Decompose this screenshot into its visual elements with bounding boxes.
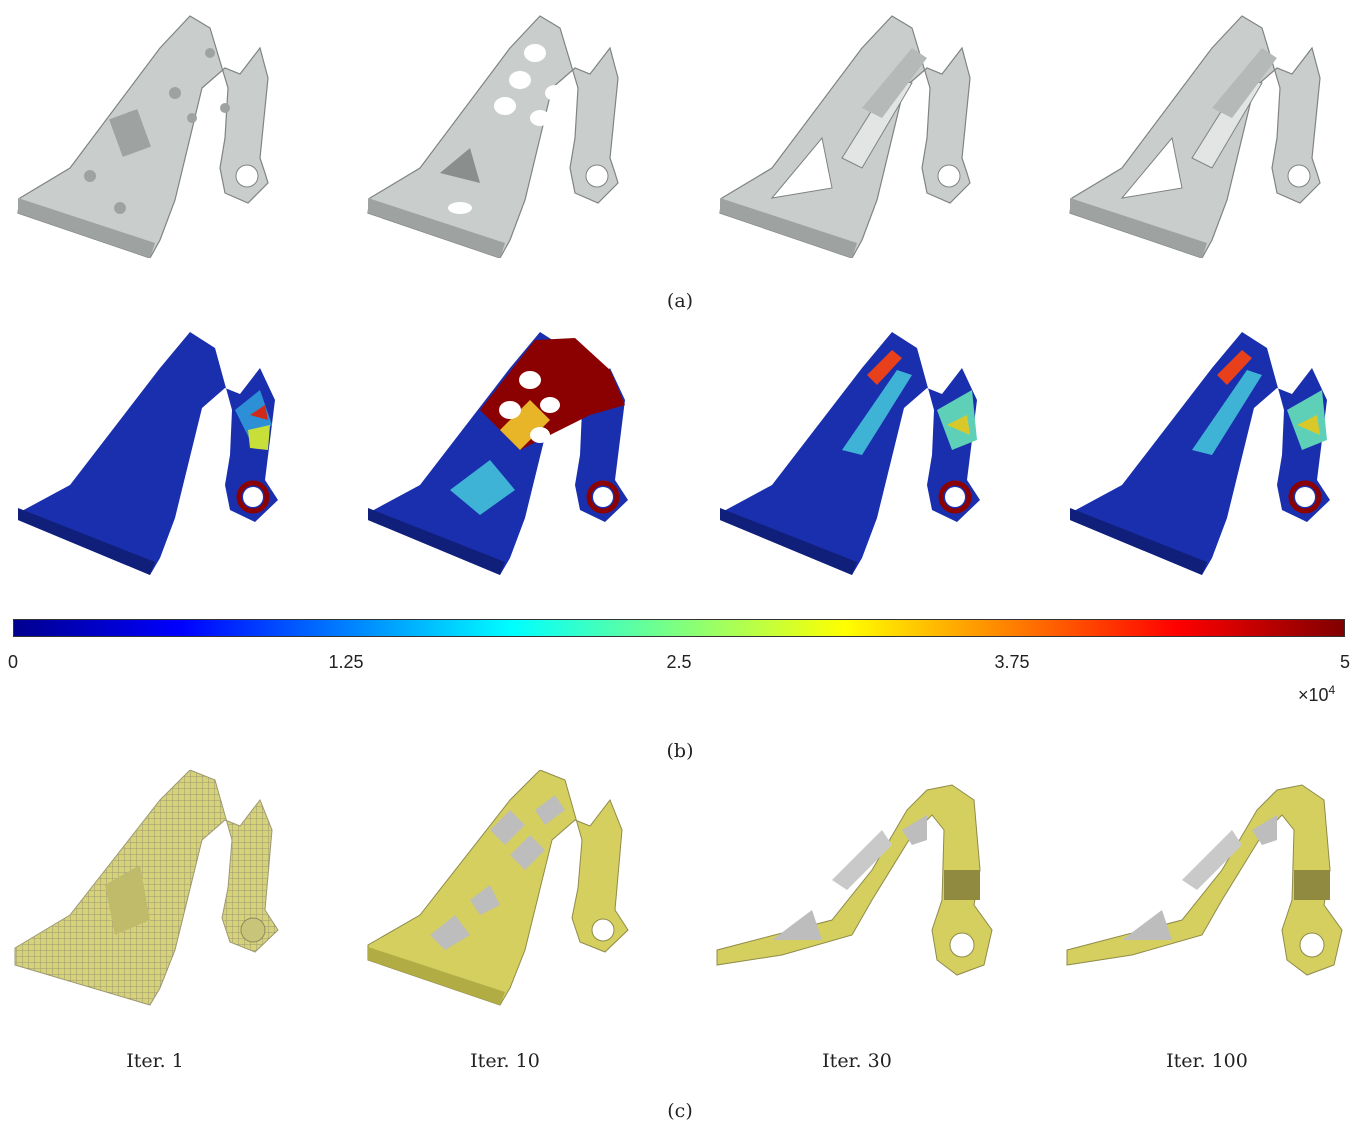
row-c-voxel-renders xyxy=(0,770,1354,1030)
bracket-render-iter-30 xyxy=(719,15,971,258)
colorbar-tick-2: 2.5 xyxy=(666,652,692,672)
caption-c: (c) xyxy=(667,1100,693,1122)
colorbar-tick-4: 5 xyxy=(1339,652,1351,672)
iteration-label-10: Iter. 10 xyxy=(470,1050,540,1072)
voxel-render-iter-10 xyxy=(367,770,629,1006)
voxel-render-iter-100 xyxy=(1066,784,1343,976)
stress-field-iter-100 xyxy=(1070,332,1330,575)
bracket-render-iter-1 xyxy=(17,15,269,258)
colorbar-tick-0: 0 xyxy=(7,652,19,672)
stress-field-iter-1 xyxy=(18,332,278,575)
voxel-render-iter-30 xyxy=(716,784,993,976)
caption-b: (b) xyxy=(666,740,694,762)
colorbar-gradient xyxy=(13,619,1345,637)
colorbar xyxy=(13,619,1345,637)
bracket-render-iter-100 xyxy=(1069,15,1321,258)
colorbar-tick-3: 3.75 xyxy=(994,652,1030,672)
row-b-stress-fields xyxy=(0,330,1354,580)
row-a-solid-renders xyxy=(0,0,1354,280)
iteration-label-1: Iter. 1 xyxy=(126,1050,184,1072)
colorbar-tick-1: 1.25 xyxy=(328,652,364,672)
stress-field-iter-10 xyxy=(368,332,628,575)
voxel-render-iter-1 xyxy=(14,770,279,1006)
bracket-render-iter-10 xyxy=(367,15,619,258)
caption-a: (a) xyxy=(666,290,694,312)
colorbar-multiplier: ×104 xyxy=(1298,683,1336,705)
stress-field-iter-30 xyxy=(720,332,980,575)
iteration-label-100: Iter. 100 xyxy=(1166,1050,1248,1072)
iteration-label-30: Iter. 30 xyxy=(822,1050,892,1072)
